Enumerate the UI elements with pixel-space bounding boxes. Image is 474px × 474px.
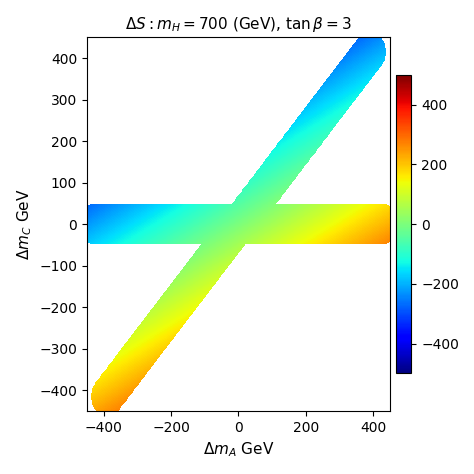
- Title: $\Delta S : m_H{=}700$ (GeV), $\tan\beta = 3$: $\Delta S : m_H{=}700$ (GeV), $\tan\beta…: [125, 15, 352, 34]
- X-axis label: $\Delta m_A$ GeV: $\Delta m_A$ GeV: [203, 440, 274, 459]
- Y-axis label: $\Delta m_C$ GeV: $\Delta m_C$ GeV: [15, 188, 34, 260]
